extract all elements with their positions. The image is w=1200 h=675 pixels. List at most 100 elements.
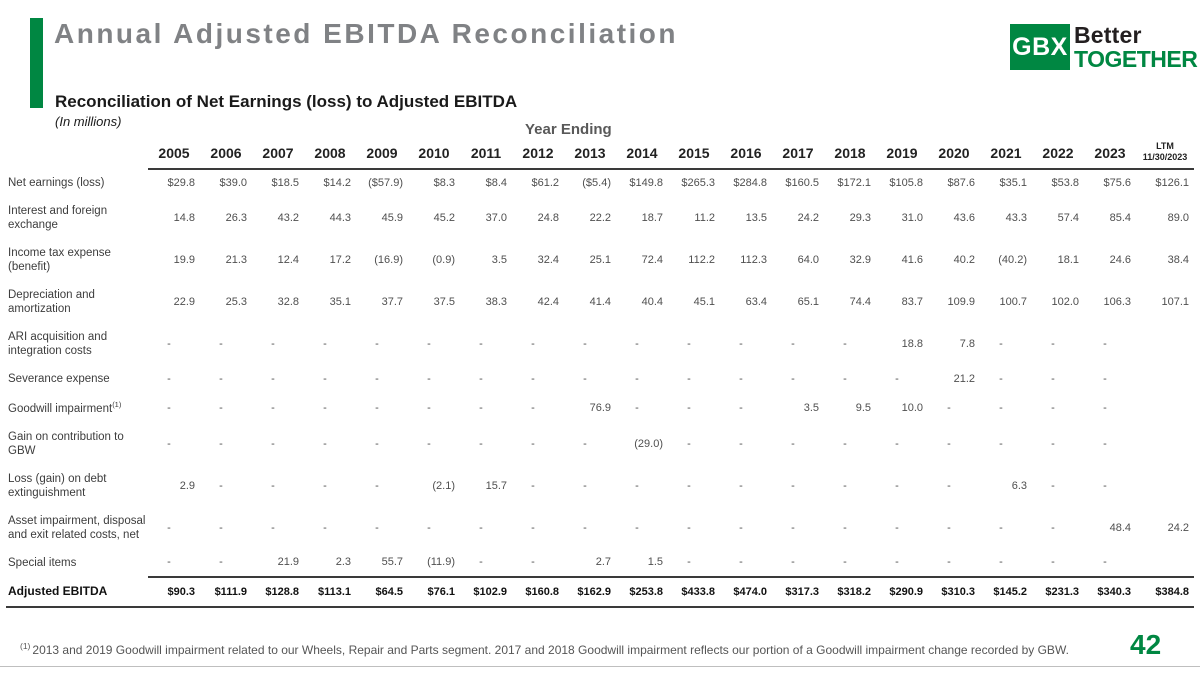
table-row: Asset impairment, disposal and exit rela… — [6, 507, 1194, 549]
data-cell: - — [323, 437, 327, 450]
data-cell: 85.4 — [1109, 211, 1131, 224]
data-cell: - — [1051, 479, 1055, 492]
data-cell: - — [219, 372, 223, 385]
data-cell: 72.4 — [641, 253, 663, 266]
data-cell — [1136, 393, 1194, 423]
data-cell — [1136, 365, 1194, 393]
data-cell: - — [843, 437, 847, 450]
table-row: Net earnings (loss) $29.8 $39.0 $18.5 $14.2 (… — [6, 169, 1194, 197]
data-cell: (40.2) — [998, 253, 1027, 266]
data-cell: 6.3 — [1011, 479, 1027, 492]
row-label: Depreciation and amortization — [8, 288, 95, 315]
data-cell: 25.1 — [589, 253, 611, 266]
data-cell: - — [219, 337, 223, 350]
data-cell: 11.2 — [694, 211, 715, 224]
data-cell: 17.2 — [329, 253, 351, 266]
data-cell: $145.2 — [980, 575, 1032, 607]
data-cell: - — [947, 479, 951, 492]
data-cell: - — [167, 556, 171, 569]
data-cell: - — [219, 401, 223, 414]
data-cell: - — [1051, 401, 1055, 414]
data-cell: $318.2 — [824, 575, 876, 607]
data-cell: 29.3 — [849, 211, 871, 224]
data-cell: 1.5 — [647, 556, 663, 569]
data-cell: $111.9 — [200, 575, 252, 607]
table-row: Goodwill impairment(1) - - - - - - - - 76.9 - - - 3.5… — [6, 393, 1194, 423]
data-cell: 45.2 — [433, 211, 455, 224]
data-cell: - — [271, 437, 275, 450]
data-cell: $18.5 — [271, 177, 299, 190]
data-cell: - — [427, 372, 431, 385]
row-label: Special items — [8, 556, 77, 569]
data-cell: - — [843, 556, 847, 569]
data-cell: 31.0 — [901, 211, 923, 224]
data-cell: 21.2 — [953, 372, 975, 385]
data-cell: - — [1103, 337, 1107, 350]
table-row: Income tax expense (benefit) 19.9 21.3 12.4… — [6, 239, 1194, 281]
data-cell: - — [531, 401, 535, 414]
table-row: ARI acquisition and integration costs - - -… — [6, 323, 1194, 365]
ltm-label-line1: LTM — [1156, 141, 1174, 151]
data-cell: - — [479, 337, 483, 350]
data-cell: - — [427, 401, 431, 414]
table-row: Depreciation and amortization 22.9 25.3 32.… — [6, 281, 1194, 323]
data-cell: $160.5 — [785, 177, 819, 190]
footnote-marker: (1) — [20, 641, 31, 651]
data-cell: - — [791, 521, 795, 534]
data-cell: - — [479, 556, 483, 569]
data-cell: - — [427, 437, 431, 450]
data-cell: - — [323, 401, 327, 414]
data-cell: - — [635, 521, 639, 534]
data-cell: - — [635, 479, 639, 492]
data-cell: 107.1 — [1161, 295, 1189, 308]
data-cell: 7.8 — [959, 337, 975, 350]
data-cell: $340.3 — [1084, 575, 1136, 607]
column-header: 2005 — [148, 141, 200, 170]
row-label: Gain on contribution to GBW — [8, 430, 124, 457]
data-cell: 57.4 — [1057, 211, 1079, 224]
data-cell: - — [843, 479, 847, 492]
data-cell: - — [583, 479, 587, 492]
data-cell: - — [323, 521, 327, 534]
data-cell: - — [219, 437, 223, 450]
data-cell: - — [791, 372, 795, 385]
data-cell: $128.8 — [252, 575, 304, 607]
column-header: 2008 — [304, 141, 356, 170]
data-cell: 37.7 — [381, 295, 403, 308]
footnote-ref: (1) — [112, 399, 122, 409]
data-cell: 35.1 — [329, 295, 351, 308]
data-cell: - — [791, 479, 795, 492]
data-cell: - — [843, 372, 847, 385]
table-row: Gain on contribution to GBW - - - - - - - - - (29.… — [6, 423, 1194, 465]
row-label: Income tax expense (benefit) — [8, 246, 111, 273]
data-cell: - — [895, 479, 899, 492]
data-cell: 65.1 — [797, 295, 819, 308]
data-cell: - — [167, 401, 171, 414]
data-cell: 24.2 — [1167, 521, 1189, 534]
data-cell: $87.6 — [947, 177, 975, 190]
data-cell: - — [1103, 479, 1107, 492]
data-cell: 2.7 — [595, 556, 611, 569]
data-cell: 45.1 — [693, 295, 715, 308]
header-row: 2005 2006 2007 2008 2009 2010 2011 2012 2013 2014… — [6, 141, 1194, 170]
data-cell: 89.0 — [1167, 211, 1189, 224]
data-cell: - — [479, 521, 483, 534]
data-cell: - — [323, 372, 327, 385]
table-body: Net earnings (loss) $29.8 $39.0 $18.5 $14.2 (… — [6, 169, 1194, 607]
data-cell: - — [1103, 372, 1107, 385]
data-cell: (11.9) — [427, 556, 455, 569]
data-cell: 9.5 — [855, 401, 871, 414]
data-cell: 24.2 — [797, 211, 819, 224]
page-title: Annual Adjusted EBITDA Reconciliation — [54, 18, 679, 49]
column-header: 2022 — [1032, 141, 1084, 170]
data-cell: 2.3 — [335, 556, 351, 569]
data-cell: - — [999, 337, 1003, 350]
data-cell: - — [1103, 556, 1107, 569]
data-cell: 63.4 — [745, 295, 767, 308]
data-cell: 41.6 — [901, 253, 923, 266]
data-cell — [1136, 465, 1194, 507]
data-cell: 2.9 — [179, 479, 195, 492]
column-header: 2009 — [356, 141, 408, 170]
data-cell: - — [271, 521, 275, 534]
